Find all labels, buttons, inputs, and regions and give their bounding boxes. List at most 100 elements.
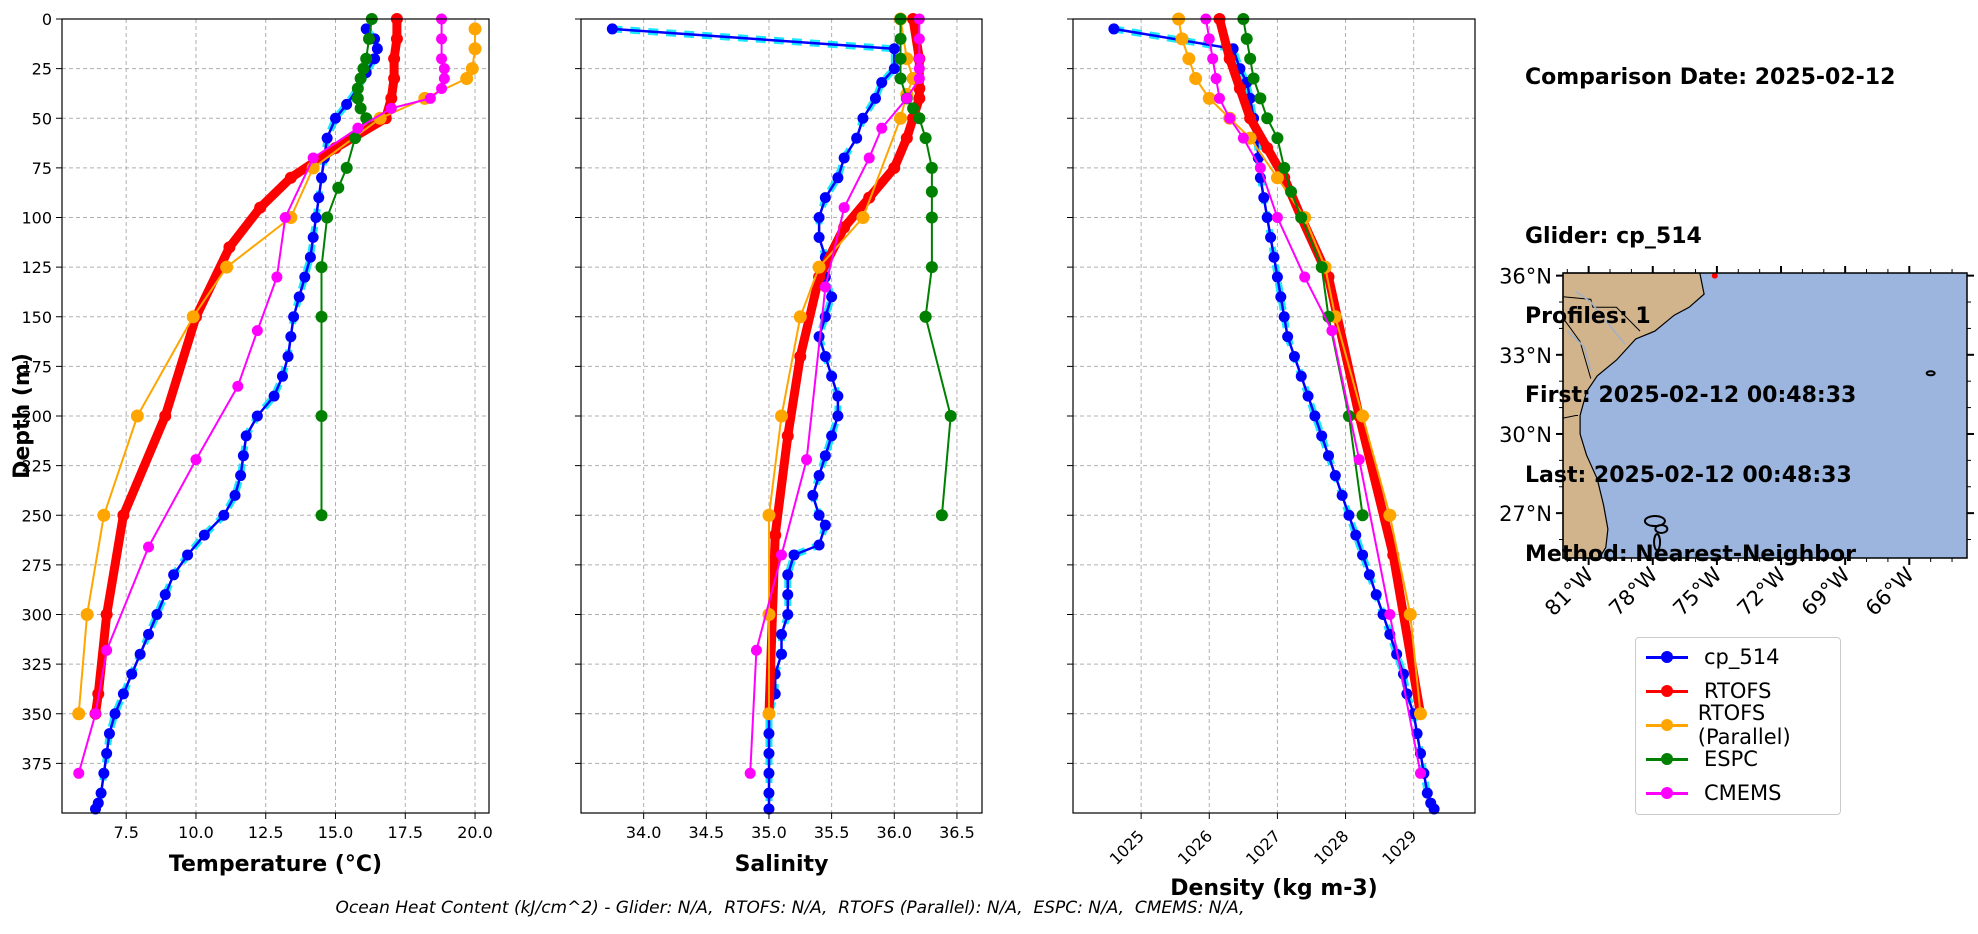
- data-point: [1223, 52, 1236, 65]
- y-tick-label: 75: [32, 159, 52, 178]
- data-point: [159, 589, 171, 601]
- data-point: [888, 43, 900, 55]
- comparison-date: Comparison Date: 2025-02-12: [1525, 65, 1896, 90]
- data-point: [1295, 211, 1308, 224]
- legend-item: RTOFS (Parallel): [1646, 701, 1840, 749]
- data-point: [913, 82, 926, 95]
- data-point: [390, 32, 403, 45]
- data-point: [750, 644, 762, 656]
- data-point: [299, 271, 311, 283]
- data-point: [894, 32, 907, 45]
- x-axis-label: Salinity: [735, 852, 829, 877]
- island: [1653, 533, 1662, 552]
- data-point: [1403, 608, 1417, 621]
- data-point: [100, 608, 113, 621]
- data-point: [1275, 291, 1287, 303]
- data-point: [763, 728, 775, 740]
- data-point: [1202, 91, 1216, 105]
- data-point: [235, 470, 247, 482]
- y-tick-label: 250: [21, 506, 52, 525]
- data-point: [1387, 548, 1400, 561]
- data-point: [465, 62, 479, 76]
- river: [1575, 290, 1626, 345]
- legend-item: RTOFS: [1646, 676, 1771, 706]
- data-point: [919, 310, 932, 323]
- state-border: [1562, 296, 1641, 332]
- data-point: [1363, 569, 1375, 581]
- data-point: [856, 211, 870, 224]
- data-point: [279, 212, 291, 223]
- data-point: [1210, 73, 1222, 85]
- data-point: [1343, 509, 1355, 521]
- data-point: [1213, 92, 1225, 104]
- y-tick-label: 200: [21, 407, 52, 426]
- data-point: [101, 644, 113, 656]
- data-point: [813, 539, 825, 551]
- data-point: [1370, 589, 1382, 601]
- map-frame: [1562, 272, 1968, 559]
- series-rtofs-parallel-: [762, 12, 920, 721]
- island: [1654, 523, 1669, 534]
- data-point: [198, 529, 210, 541]
- glider-location-marker: [1711, 272, 1718, 279]
- data-point: [223, 241, 236, 254]
- y-tick-label: 150: [21, 308, 52, 327]
- data-point: [838, 202, 850, 214]
- data-point: [271, 271, 283, 283]
- data-point: [907, 102, 920, 115]
- y-tick-label: 125: [21, 258, 52, 277]
- data-point: [1189, 72, 1203, 86]
- data-point: [1323, 450, 1335, 462]
- legend-swatch-espc: [1646, 752, 1688, 766]
- data-point: [352, 122, 364, 134]
- series-line: [77, 19, 446, 774]
- data-point: [1268, 251, 1280, 263]
- data-point: [1254, 92, 1267, 105]
- data-point: [436, 33, 448, 45]
- data-point: [218, 509, 230, 521]
- island: [1643, 515, 1666, 528]
- data-point: [913, 33, 925, 45]
- data-point: [763, 787, 775, 799]
- data-point: [307, 152, 319, 164]
- data-point: [894, 111, 908, 125]
- profile-count: Profiles: 1: [1525, 303, 1651, 329]
- data-point: [237, 450, 249, 462]
- data-point: [888, 161, 901, 174]
- series-rtofs-parallel-: [72, 22, 482, 721]
- data-point: [913, 53, 925, 65]
- method: Method: Nearest-Neighbor: [1525, 542, 1856, 567]
- data-point: [813, 509, 825, 521]
- data-point: [763, 747, 775, 759]
- legend-label: cp_514: [1704, 645, 1780, 669]
- data-point: [168, 569, 180, 581]
- data-point: [109, 708, 121, 720]
- x-tick-label: 20.0: [457, 823, 493, 842]
- data-point: [925, 211, 938, 224]
- data-point: [357, 62, 370, 75]
- x-tick-label: 1025: [1106, 826, 1148, 868]
- data-point: [351, 82, 364, 95]
- series-line: [1113, 27, 1436, 810]
- data-point: [307, 231, 319, 243]
- data-point: [819, 450, 831, 462]
- series-espc: [315, 13, 378, 522]
- data-point: [913, 63, 925, 75]
- ohc-footer: Ocean Heat Content (kJ/cm^2) - Glider: N…: [335, 898, 1245, 918]
- data-point: [143, 628, 155, 640]
- data-point: [813, 231, 825, 243]
- data-point: [468, 42, 482, 56]
- data-point: [73, 767, 85, 779]
- data-point: [251, 410, 263, 422]
- data-point: [1384, 609, 1396, 620]
- data-point: [315, 509, 328, 522]
- data-point: [851, 132, 863, 144]
- y-tick-label: 100: [21, 209, 52, 228]
- x-tick-label: 36.5: [939, 823, 975, 842]
- data-point: [89, 803, 101, 815]
- x-tick-label: 7.5: [113, 823, 138, 842]
- legend: cp_514 RTOFS RTOFS (Parallel) ESPC CMEMS: [1635, 637, 1841, 815]
- data-point: [876, 77, 888, 89]
